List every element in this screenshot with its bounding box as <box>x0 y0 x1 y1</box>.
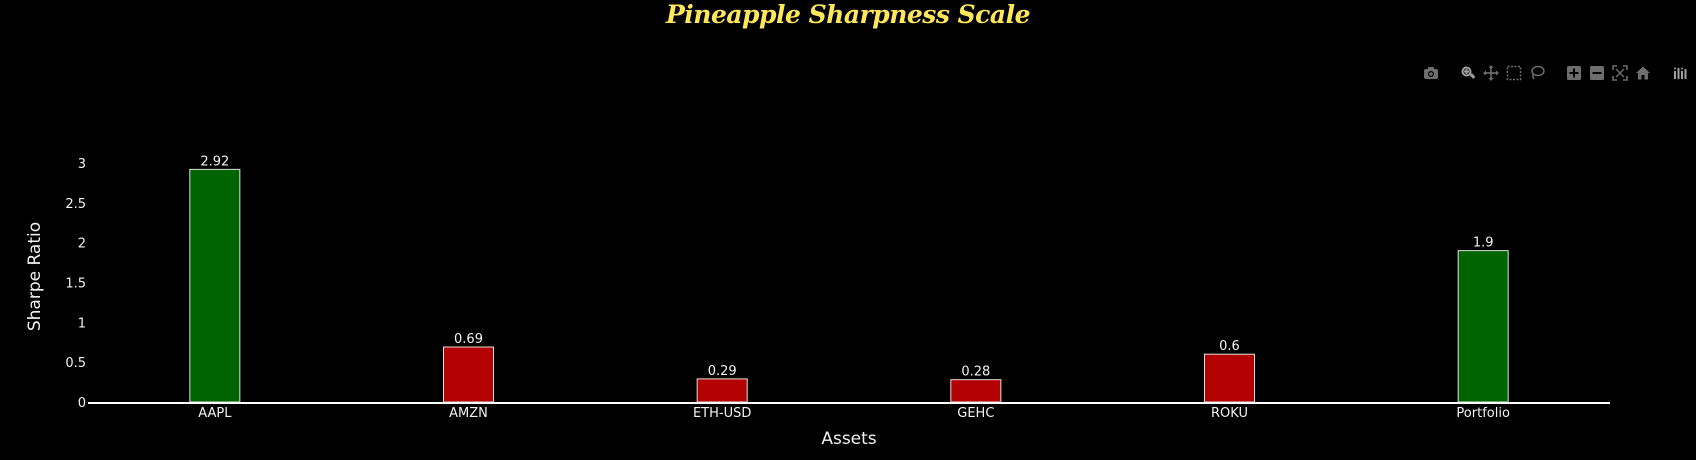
bar-eth-usd[interactable] <box>696 378 748 403</box>
x-axis-ticks: AAPL AMZN ETH-USD GEHC ROKU Portfolio <box>198 406 1510 421</box>
x-tick-label: ETH-USD <box>693 406 751 421</box>
y-tick-label: 0 <box>78 396 86 411</box>
plotly-logo-icon[interactable] <box>1671 65 1688 82</box>
reset-axes-icon[interactable] <box>1634 65 1651 82</box>
bar-gehc[interactable] <box>950 379 1002 403</box>
y-tick-label: 0.5 <box>65 356 86 371</box>
data-label: 0.6 <box>1219 339 1240 354</box>
modebar-toolbar <box>1422 64 1688 82</box>
x-tick-label: ROKU <box>1211 406 1248 421</box>
bar-aapl[interactable] <box>189 168 241 403</box>
box-select-icon[interactable] <box>1505 65 1522 82</box>
data-labels: 2.92 0.69 0.29 0.28 0.6 1.9 <box>200 154 1493 379</box>
x-axis-title: Assets <box>821 429 876 449</box>
bar-portfolio[interactable] <box>1457 250 1509 403</box>
x-tick-label: AMZN <box>449 406 488 421</box>
y-tick-label: 2 <box>78 237 86 252</box>
data-label: 0.29 <box>708 364 737 379</box>
camera-icon[interactable] <box>1422 65 1439 82</box>
data-label: 0.69 <box>454 332 483 347</box>
y-tick-label: 3 <box>78 157 86 172</box>
data-label: 0.28 <box>961 365 990 380</box>
y-axis-title: Sharpe Ratio <box>25 222 45 331</box>
autoscale-icon[interactable] <box>1611 65 1628 82</box>
x-tick-label: AAPL <box>198 406 232 421</box>
x-tick-label: Portfolio <box>1456 406 1510 421</box>
data-label: 2.92 <box>200 154 229 169</box>
x-tick-label: GEHC <box>957 406 994 421</box>
chart-title: Pineapple Sharpness Scale <box>665 0 1031 29</box>
y-tick-label: 1.5 <box>65 277 86 292</box>
zoom-in-icon[interactable] <box>1565 65 1582 82</box>
bar-amzn[interactable] <box>443 346 494 403</box>
zoom-out-icon[interactable] <box>1588 65 1605 82</box>
y-tick-label: 2.5 <box>65 197 86 212</box>
y-axis-ticks: 0 0.5 1 1.5 2 2.5 3 <box>65 157 86 411</box>
zoom-icon[interactable] <box>1459 65 1476 82</box>
bars <box>189 168 1509 403</box>
pan-icon[interactable] <box>1482 65 1499 82</box>
lasso-select-icon[interactable] <box>1528 65 1545 82</box>
y-tick-label: 1 <box>78 316 86 331</box>
data-label: 1.9 <box>1473 236 1494 251</box>
bar-roku[interactable] <box>1204 353 1255 403</box>
